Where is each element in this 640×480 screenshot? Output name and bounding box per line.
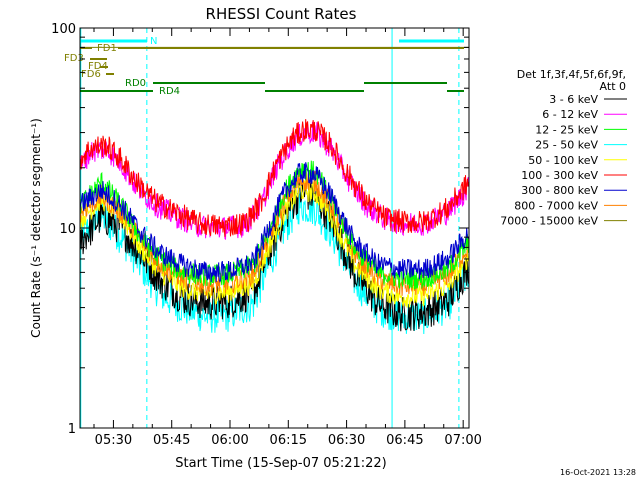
x-axis-ticks: 05:30 05:45 06:00 06:15 06:30 06:45 07:00: [93, 28, 482, 448]
legend-title-line1: Det 1f,3f,4f,5f,6f,9f,: [517, 68, 626, 81]
y-axis-ticks: 1 10 100: [51, 22, 469, 437]
y-tick-label: 10: [59, 222, 76, 237]
y-axis-label: Count Rate (s⁻¹ detector segment⁻¹): [29, 118, 43, 338]
x-tick-label: 06:45: [386, 433, 423, 448]
series-line-300-800-kev: [79, 162, 470, 283]
y-tick-label: 1: [68, 422, 76, 437]
state-label-rd4: RD4: [159, 86, 180, 97]
state-label-fd3: FD3: [64, 53, 84, 64]
state-label-fd4: FD4: [88, 61, 108, 72]
x-tick-label: 05:45: [153, 433, 190, 448]
x-tick-label: 06:15: [270, 433, 307, 448]
legend-label: 6 - 12 keV: [542, 108, 598, 121]
legend-label: 50 - 100 keV: [528, 154, 598, 167]
x-tick-label: 06:30: [328, 433, 365, 448]
footer-date: 16-Oct-2021 13:28: [560, 468, 636, 477]
series-line-50-100-kev: [79, 180, 470, 308]
x-tick-label: 05:30: [95, 433, 132, 448]
legend: Det 1f,3f,4f,5f,6f,9f, Att 0 3 - 6 keV 6 …: [500, 68, 627, 228]
legend-label: 300 - 800 keV: [521, 184, 598, 197]
legend-label: 25 - 50 keV: [535, 139, 598, 152]
legend-label: 12 - 25 keV: [535, 123, 598, 136]
series-lines: [79, 46, 470, 335]
legend-label: 100 - 300 keV: [521, 169, 598, 182]
state-label-n: N: [150, 36, 157, 47]
y-tick-label: 100: [51, 22, 76, 37]
x-tick-label: 06:00: [211, 433, 248, 448]
x-tick-label: 07:00: [444, 433, 481, 448]
x-axis-label: Start Time (15-Sep-07 05:21:22): [175, 456, 386, 471]
state-label-fd6: FD6: [81, 69, 101, 80]
state-label-rd0: RD0: [125, 78, 146, 89]
series-line-100-300-kev: [79, 119, 470, 237]
legend-title-line2: Att 0: [600, 80, 626, 93]
legend-label: 800 - 7000 keV: [514, 199, 598, 212]
legend-label: 3 - 6 keV: [549, 93, 598, 106]
chart-title: RHESSI Count Rates: [206, 5, 357, 23]
state-label-fd1: FD1: [97, 43, 117, 54]
legend-label: 7000 - 15000 keV: [500, 215, 598, 228]
